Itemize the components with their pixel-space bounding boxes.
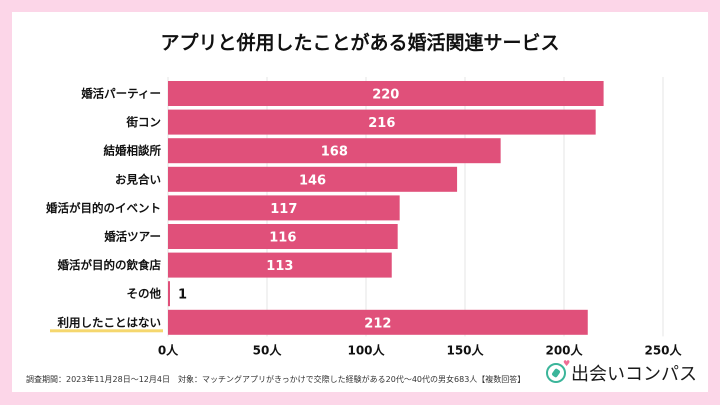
survey-note: 調査期間：2023年11月28日〜12月4日 対象：マッチングアプリがきっかけで… bbox=[26, 375, 526, 384]
bar bbox=[168, 81, 604, 106]
bar bbox=[168, 281, 170, 307]
highlight-underline bbox=[50, 329, 163, 333]
data-label: 216 bbox=[368, 116, 395, 131]
category-label: 街コン bbox=[126, 115, 162, 129]
x-tick-label: 0人 bbox=[158, 342, 179, 357]
logo-text: 出会いコンパス bbox=[571, 364, 697, 385]
category-label: お見合い bbox=[115, 172, 161, 186]
bar bbox=[168, 109, 596, 135]
x-tick-label: 100人 bbox=[347, 342, 385, 357]
category-label: 婚活パーティー bbox=[81, 87, 161, 101]
x-tick-label: 150人 bbox=[446, 342, 484, 357]
chart-title: アプリと併用したことがある婚活関連サービス bbox=[160, 32, 560, 54]
logo: ♥ 出会いコンパス bbox=[546, 359, 697, 386]
data-label: 212 bbox=[364, 316, 391, 331]
x-tick-label: 250人 bbox=[644, 342, 682, 357]
x-tick-label: 50人 bbox=[253, 342, 283, 357]
category-label: 婚活が目的のイベント bbox=[46, 201, 161, 215]
data-label: 113 bbox=[266, 259, 293, 274]
category-label: その他 bbox=[127, 287, 162, 301]
bar bbox=[168, 138, 501, 164]
data-label: 117 bbox=[270, 202, 297, 217]
data-label: 220 bbox=[372, 88, 399, 103]
data-label: 116 bbox=[269, 231, 296, 246]
bar bbox=[168, 166, 458, 192]
data-label: 1 bbox=[178, 288, 187, 303]
category-label: 結婚相談所 bbox=[104, 144, 162, 158]
bar bbox=[168, 252, 392, 278]
category-label: 婚活が目的の飲食店 bbox=[58, 258, 162, 272]
bar bbox=[168, 195, 400, 221]
bar bbox=[168, 309, 588, 335]
compass-heart-icon: ♥ bbox=[546, 359, 570, 383]
x-tick-label: 200人 bbox=[545, 342, 583, 357]
bar bbox=[168, 224, 398, 249]
data-label: 146 bbox=[299, 173, 326, 188]
data-label: 168 bbox=[321, 145, 348, 160]
category-label: 利用したことはない bbox=[57, 315, 162, 329]
category-label: 婚活ツアー bbox=[104, 230, 161, 244]
